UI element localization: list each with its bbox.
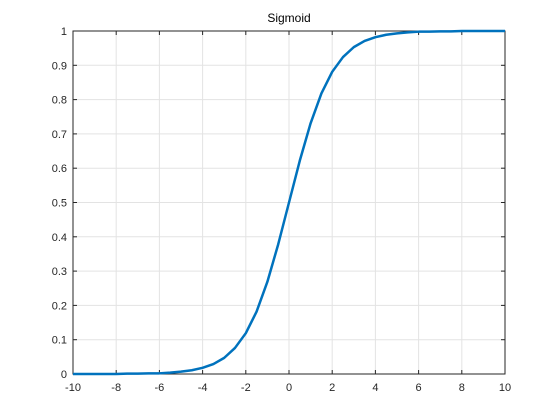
x-tick-label: -8 [111,382,121,394]
y-tick-label: 0.7 [52,129,67,141]
x-tick-label: 10 [499,382,511,394]
axes-box [72,30,506,375]
x-tick-label: 8 [459,382,465,394]
y-tick-label: 0.8 [52,95,67,107]
x-tick-label: -4 [198,382,208,394]
y-tick-label: 0.4 [52,232,67,244]
x-tick-label: -6 [155,382,165,394]
y-tick-label: 0.6 [52,163,67,175]
y-tick-label: 0.1 [52,335,67,347]
x-tick-label: 4 [372,382,378,394]
x-tick-label: 0 [286,382,292,394]
x-tick-label: -2 [241,382,251,394]
y-tick-label: 0.5 [52,198,67,210]
x-tick-label: 6 [416,382,422,394]
chart-title: Sigmoid [267,11,310,25]
x-tick-label: 2 [329,382,335,394]
y-tick-label: 0.3 [52,266,67,278]
y-tick-label: 0.2 [52,300,67,312]
y-tick-label: 0 [61,369,67,381]
x-tick-label: -10 [65,382,81,394]
y-tick-label: 1 [61,26,67,38]
line-series [73,29,505,376]
y-tick-label: 0.9 [52,60,67,72]
